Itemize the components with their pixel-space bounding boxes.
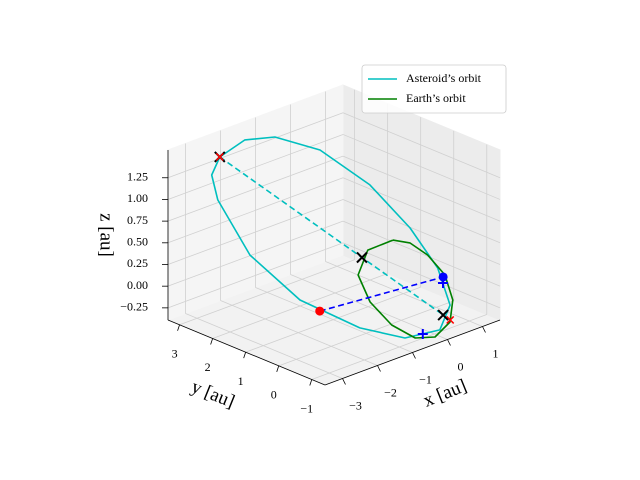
- grid-line: [290, 274, 448, 340]
- z-tick-label: −0.25: [120, 300, 148, 314]
- grid-line: [167, 242, 344, 309]
- x-tick-label: −2: [384, 385, 397, 399]
- y-tick-label: 1: [238, 374, 244, 388]
- orbit-line: [357, 239, 454, 339]
- grid-line: [342, 242, 501, 309]
- y-tick: [309, 379, 313, 386]
- x-marker: [215, 152, 224, 161]
- plus-marker: [417, 329, 428, 340]
- grid-line: [167, 199, 344, 265]
- y-tick: [243, 352, 247, 359]
- z-axis-label: z [au]: [96, 213, 117, 257]
- z-tick-label: 1.00: [127, 191, 148, 205]
- x-marker: [437, 309, 449, 321]
- point-marker: [315, 306, 325, 316]
- grid-line: [167, 112, 344, 179]
- grid-line: [220, 300, 378, 366]
- y-axis-label: y [au]: [188, 376, 237, 412]
- panes: [166, 84, 502, 386]
- x-tick: [377, 365, 381, 372]
- dashed-line: [319, 276, 444, 312]
- x-tick-label: −1: [419, 372, 432, 386]
- z-tick-label: 0.00: [127, 278, 148, 292]
- grid-line: [167, 220, 344, 287]
- x-marker: [446, 315, 455, 324]
- y-tick-label: 2: [205, 360, 211, 374]
- grid-line: [342, 134, 501, 200]
- legend-box: [361, 64, 507, 114]
- x-axis: [324, 319, 501, 386]
- point-marker: [438, 272, 448, 282]
- grid-line: [255, 287, 413, 353]
- grid-line: [179, 259, 355, 326]
- grid-line: [167, 134, 344, 200]
- z-tick-label: 0.50: [127, 235, 148, 249]
- grid-line: [167, 177, 344, 244]
- z-tick-label: 0.75: [127, 213, 148, 227]
- grid-line: [342, 199, 501, 265]
- grid-line: [185, 313, 343, 379]
- grid-line: [342, 220, 501, 287]
- marks: [210, 136, 455, 340]
- grid-line: [311, 314, 487, 380]
- x-tick: [412, 352, 416, 359]
- plus-marker: [438, 278, 449, 289]
- x-tick-label: 0: [458, 359, 464, 373]
- grid-line: [342, 155, 501, 222]
- y-tick: [177, 324, 180, 331]
- y-tick-label: 0: [271, 388, 277, 402]
- y-axis: [167, 319, 326, 386]
- x-tick-label: −3: [349, 398, 362, 412]
- y-tick-label: 3: [172, 347, 178, 361]
- x-tick-label: 1: [493, 346, 499, 360]
- grid-line: [167, 155, 344, 222]
- grid-line: [245, 286, 421, 353]
- y-tick-label: −1: [300, 401, 313, 415]
- x-tick: [447, 339, 451, 346]
- grid-line: [212, 273, 388, 339]
- z-tick-label: 0.25: [127, 256, 148, 270]
- grid-line: [278, 300, 454, 367]
- grid-line: [342, 177, 501, 244]
- legend-label: Earth’s orbit: [406, 91, 466, 105]
- legend-label: Asteroid’s orbit: [406, 71, 482, 85]
- x-tick: [342, 378, 346, 385]
- y-tick: [210, 338, 214, 345]
- x-marker: [356, 251, 368, 264]
- y-tick: [276, 365, 280, 372]
- legend: Asteroid’s orbit Earth’s orbit: [361, 64, 507, 114]
- grid-line: [325, 261, 483, 327]
- x-tick: [482, 326, 486, 333]
- z-tick-label: 1.25: [127, 170, 148, 184]
- grid-line: [342, 112, 501, 179]
